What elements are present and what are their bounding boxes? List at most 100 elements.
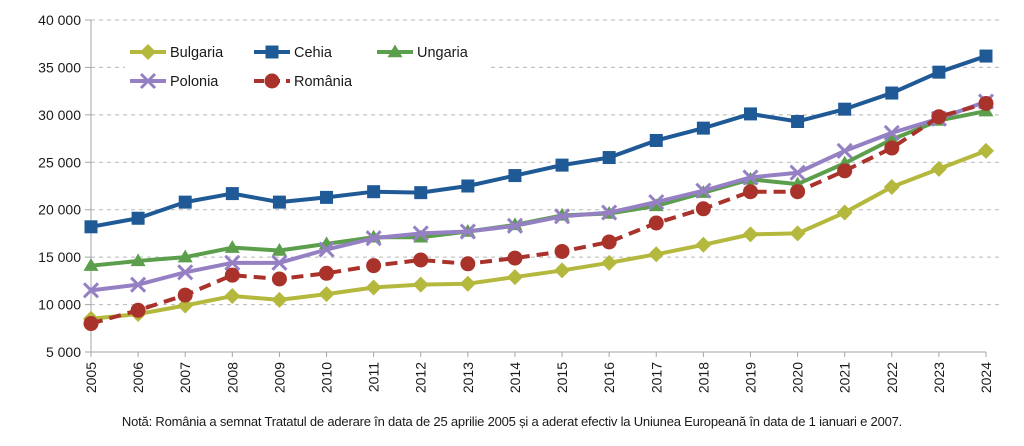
data-point-bulgaria	[365, 279, 382, 296]
data-point-ungaria	[83, 258, 99, 271]
data-point-bulgaria	[930, 160, 947, 177]
legend-marker-cehia	[265, 45, 279, 59]
data-point-ungaria	[224, 240, 240, 253]
legend-label: Cehia	[294, 45, 333, 61]
data-point-polonia	[130, 276, 147, 293]
legend-item-romania: România	[254, 73, 353, 90]
chart-note: Notă: România a semnat Tratatul de adera…	[121, 414, 903, 429]
data-point-romania	[648, 215, 664, 231]
data-point-bulgaria	[459, 275, 476, 292]
data-point-cehia	[84, 220, 98, 234]
legend-box	[125, 38, 487, 94]
data-point-polonia	[742, 169, 759, 186]
data-point-cehia	[272, 195, 286, 209]
data-point-ungaria	[271, 243, 287, 256]
data-point-polonia	[789, 164, 806, 181]
data-point-romania	[366, 258, 382, 274]
legend-marker-ungaria	[387, 44, 403, 58]
y-tick-label: 15 000	[38, 249, 81, 265]
data-point-polonia	[883, 124, 900, 141]
data-point-bulgaria	[883, 178, 900, 195]
x-tick-label: 2015	[554, 362, 570, 393]
series-romania	[83, 95, 994, 332]
data-point-bulgaria	[836, 204, 853, 221]
data-point-bulgaria	[554, 262, 571, 279]
data-point-cehia	[791, 114, 805, 128]
data-point-cehia	[602, 151, 616, 165]
y-tick-label: 20 000	[38, 202, 81, 218]
data-point-cehia	[555, 158, 569, 172]
legend-item-polonia: Polonia	[130, 72, 219, 90]
data-point-bulgaria	[695, 236, 712, 253]
legend: Bulgaria Cehia Ungaria Polonia România	[125, 38, 487, 94]
y-tick-label: 40 000	[38, 12, 81, 28]
x-tick-label: 2014	[507, 362, 523, 393]
legend-marker-bulgaria	[140, 44, 156, 60]
data-point-cehia	[367, 185, 381, 199]
data-point-cehia	[225, 187, 239, 201]
data-point-polonia	[271, 254, 288, 271]
series-cehia	[84, 49, 993, 234]
data-point-cehia	[320, 190, 334, 204]
data-point-cehia	[932, 65, 946, 79]
x-tick-label: 2010	[319, 362, 335, 393]
data-point-polonia	[695, 182, 712, 199]
legend-label: Ungaria	[417, 45, 469, 61]
data-point-ungaria	[177, 249, 193, 263]
data-point-bulgaria	[177, 297, 194, 314]
series-group	[82, 49, 995, 332]
data-point-polonia	[224, 254, 241, 271]
data-point-polonia	[553, 208, 571, 225]
data-point-cehia	[461, 179, 475, 193]
x-tick-label: 2005	[83, 362, 99, 393]
legend-item-cehia: Cehia	[254, 45, 333, 61]
data-point-polonia	[506, 217, 524, 234]
y-axis: 5 000 10 000 15 000 20 000 25 000 30 000 35 00…	[38, 12, 92, 360]
series-ungaria	[83, 103, 994, 271]
data-point-romania	[460, 256, 476, 272]
x-tick-label: 2023	[931, 362, 947, 393]
data-point-romania	[790, 184, 806, 200]
x-tick-label: 2011	[366, 362, 382, 392]
data-point-romania	[130, 302, 146, 318]
x-tick-label: 2021	[837, 362, 853, 393]
data-point-romania	[271, 271, 287, 287]
series-bulgaria	[83, 142, 994, 327]
series-line-polonia	[90, 99, 987, 293]
data-point-polonia	[836, 142, 853, 159]
data-point-polonia	[177, 264, 194, 281]
x-tick-label: 2020	[790, 362, 806, 393]
data-point-polonia	[459, 223, 476, 240]
data-point-cehia	[979, 49, 993, 63]
x-tick-label: 2024	[978, 362, 994, 393]
data-point-romania	[931, 109, 947, 125]
data-point-romania	[601, 234, 617, 250]
data-point-romania	[83, 316, 99, 332]
y-tick-label: 25 000	[38, 154, 81, 170]
data-point-romania	[319, 265, 335, 281]
data-point-bulgaria	[789, 225, 806, 242]
data-point-cehia	[131, 211, 145, 225]
data-point-bulgaria	[648, 246, 665, 263]
data-point-romania	[413, 252, 429, 268]
data-point-romania	[224, 267, 240, 283]
data-point-polonia	[365, 230, 382, 247]
series-line-cehia	[90, 54, 987, 229]
data-point-polonia	[648, 194, 665, 211]
data-point-romania	[978, 95, 994, 111]
data-point-cehia	[649, 133, 663, 147]
x-axis: 2005 2006 2007 2008 2009 2010 2011 2012 2013 2014…	[83, 351, 994, 393]
data-point-bulgaria	[318, 286, 335, 303]
data-point-bulgaria	[601, 254, 618, 271]
data-point-polonia	[412, 225, 429, 242]
series-polonia	[82, 93, 995, 299]
data-point-polonia	[82, 282, 100, 299]
x-tick-label: 2017	[648, 362, 664, 393]
data-point-cehia	[178, 195, 192, 209]
data-point-cehia	[885, 86, 899, 100]
data-point-romania	[884, 140, 900, 156]
data-point-cehia	[743, 107, 757, 121]
data-point-bulgaria	[506, 269, 523, 286]
y-tick-label: 35 000	[38, 59, 81, 75]
